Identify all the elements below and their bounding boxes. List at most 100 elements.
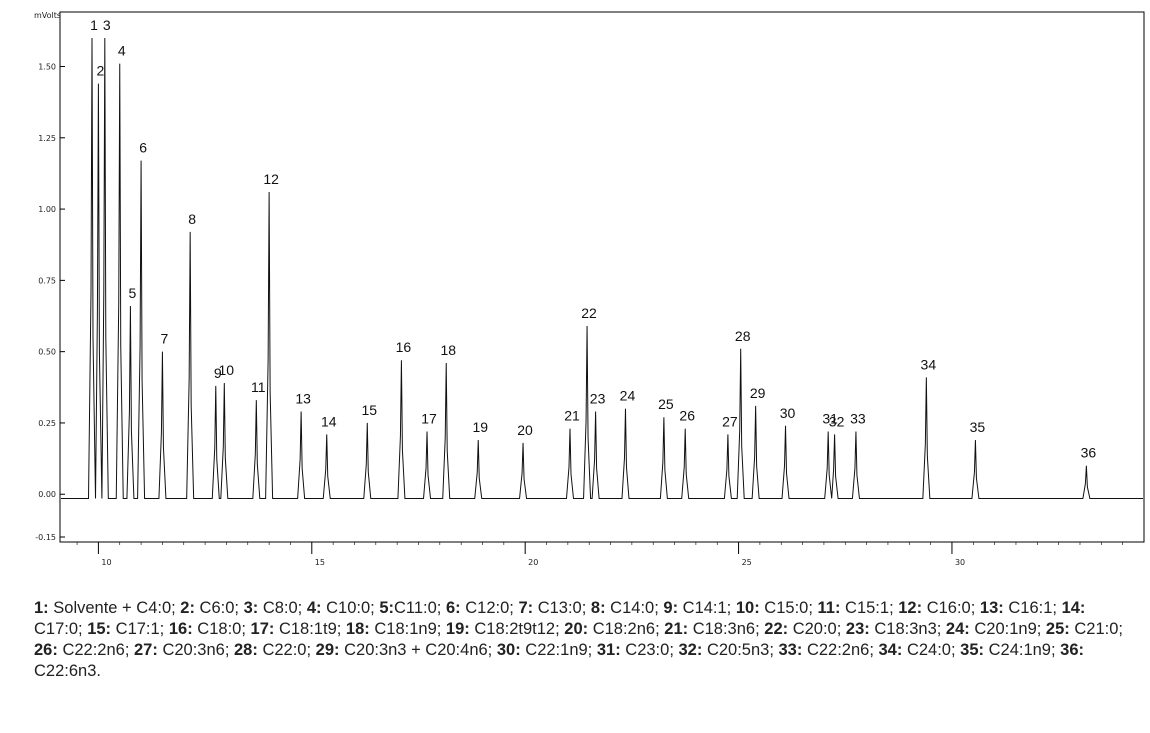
legend-number: 5: [379, 599, 394, 617]
legend-compound: C22:1n9; [520, 641, 597, 659]
x-tick-label: 15 [315, 558, 325, 567]
legend-compound: C22:2n6; [802, 641, 879, 659]
peak-label: 20 [517, 422, 533, 438]
legend-number: 28: [234, 641, 258, 659]
legend-number: 18: [345, 620, 370, 638]
legend-compound: C14:1; [678, 599, 736, 617]
peak-label: 15 [361, 402, 377, 418]
y-tick-label: 0.50 [38, 348, 56, 357]
peak-label: 9 [214, 365, 222, 381]
peak-label: 33 [850, 410, 866, 426]
peak-label: 7 [161, 331, 169, 347]
peak-label: 23 [590, 391, 606, 407]
legend-compound: C17:0; [34, 620, 88, 638]
legend-compound: C11:0; [394, 599, 446, 617]
legend-compound: C22:2n6; [57, 641, 134, 659]
legend-number: 7: [518, 599, 534, 617]
y-tick-label: -0.15 [35, 533, 56, 542]
peak-label: 14 [321, 413, 337, 429]
legend-number: 10: [735, 599, 760, 617]
legend-compound: C18:2n6; [588, 620, 665, 638]
peak-label: 36 [1081, 445, 1097, 461]
legend-number: 2: [180, 599, 195, 617]
peak-label: 26 [679, 408, 695, 424]
y-tick-label: 0.00 [38, 490, 56, 499]
legend-number: 32: [678, 641, 703, 659]
y-tick-label: 0.25 [38, 419, 56, 428]
legend-compound: C20:1n9; [969, 620, 1046, 638]
peak-label: 11 [251, 379, 266, 395]
legend-compound: C18:1t9; [274, 620, 346, 638]
legend-number: 14: [1061, 599, 1086, 617]
x-tick-label: 30 [955, 558, 965, 567]
y-tick-label: 0.75 [38, 276, 56, 285]
peak-label: 2 [97, 63, 105, 79]
legend-number: 36: [1060, 641, 1085, 659]
legend-compound: C24:0; [902, 641, 961, 659]
legend-compound: C18:2t9t12; [469, 620, 565, 638]
legend-number: 8: [590, 599, 606, 617]
legend-compound: C21:0; [1069, 620, 1123, 638]
peak-label: 22 [581, 305, 597, 321]
peak-label: 10 [219, 362, 235, 378]
peak-label: 5 [129, 285, 137, 301]
legend-number: 19: [445, 620, 470, 638]
chromatogram-chart: 1.501.251.000.750.500.250.00-0.15 10 15 20… [34, 11, 1145, 567]
y-axis: 1.50 1.25 1.00 0.75 0.50 0.25 0.00 -0.15 [35, 63, 65, 542]
peak-label: 21 [564, 408, 580, 424]
peak-label: 27 [722, 413, 738, 429]
legend-number: 29: [315, 641, 340, 659]
legend-compound: C22:6n3. [34, 662, 101, 680]
legend-number: 15: [87, 620, 112, 638]
legend-number: 21: [664, 620, 689, 638]
peak-label: 17 [421, 410, 437, 426]
legend-compound: C8:0; [258, 599, 307, 617]
peak-label: 18 [440, 342, 456, 358]
x-tick-label: 25 [742, 558, 752, 567]
legend-compound: C10:0; [321, 599, 380, 617]
peak-label: 1 [90, 17, 98, 33]
legend-compound: C18:1n9; [369, 620, 446, 638]
legend-compound: C15:0; [759, 599, 818, 617]
legend-compound: C24:1n9; [984, 641, 1061, 659]
legend-compound: C17:1; [111, 620, 169, 638]
peak-label: 4 [118, 43, 126, 59]
legend-number: 23: [845, 620, 870, 638]
legend-number: 9: [663, 599, 679, 617]
legend-number: 13: [979, 599, 1004, 617]
legend-number: 26: [34, 641, 58, 659]
y-axis-label: mVolts [34, 11, 61, 20]
peak-label: 16 [396, 339, 412, 355]
legend-number: 34: [878, 641, 903, 659]
x-tick-label: 20 [528, 558, 538, 567]
legend-number: 6: [445, 599, 461, 617]
legend-number: 31: [596, 641, 621, 659]
legend-number: 4: [306, 599, 322, 617]
peak-label: 28 [735, 328, 751, 344]
legend-compound: C20:0; [788, 620, 846, 638]
legend-number: 3: [243, 599, 259, 617]
y-tick-label: 1.50 [38, 63, 56, 72]
x-tick-label: 10 [101, 558, 111, 567]
legend-number: 30: [496, 641, 521, 659]
legend-number: 16: [168, 620, 193, 638]
legend-compound: C18:3n6; [688, 620, 765, 638]
legend-number: 11: [817, 599, 841, 617]
legend-compound: C18:0; [192, 620, 251, 638]
legend-number: 33: [778, 641, 803, 659]
legend-compound: C23:0; [620, 641, 679, 659]
peak-label: 32 [829, 413, 845, 429]
legend-compound: C6:0; [194, 599, 244, 617]
legend-number: 12: [898, 599, 923, 617]
legend-compound: C20:3n6; [157, 641, 234, 659]
y-tick-label: 1.00 [38, 205, 56, 214]
legend-number: 20: [564, 620, 589, 638]
y-tick-label: 1.25 [38, 134, 56, 143]
peak-label: 3 [103, 17, 111, 33]
peak-label: 30 [780, 405, 796, 421]
peak-label: 13 [295, 391, 311, 407]
legend-compound: C13:0; [533, 599, 591, 617]
legend-compound: C12:0; [460, 599, 519, 617]
peak-label: 29 [750, 385, 766, 401]
